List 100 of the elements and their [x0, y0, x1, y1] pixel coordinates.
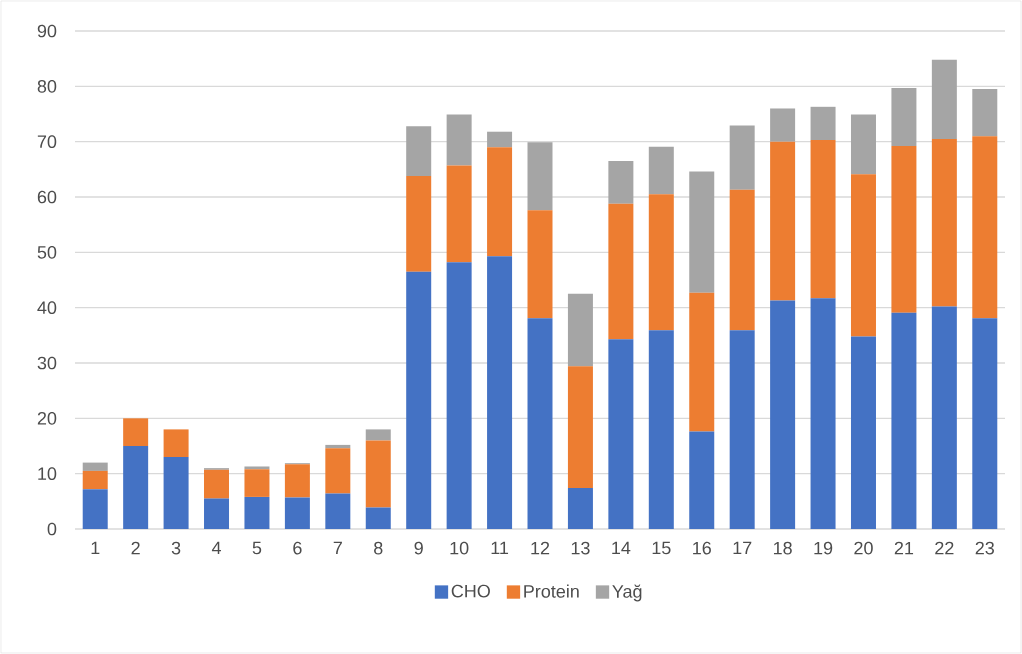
- y-tick-label: 30: [37, 356, 57, 370]
- x-tick-label: 13: [571, 541, 590, 555]
- bar: [689, 292, 715, 432]
- bar: [365, 440, 391, 508]
- y-tick-label: 10: [38, 467, 57, 481]
- bar: [527, 318, 553, 529]
- x-tick-label: 3: [171, 541, 181, 555]
- bar: [567, 488, 593, 529]
- y-tick-label: 50: [37, 245, 57, 259]
- bar: [648, 330, 674, 529]
- bar: [446, 262, 472, 529]
- x-tick-label: 9: [414, 541, 423, 555]
- bar: [244, 469, 270, 497]
- bar: [325, 493, 351, 529]
- bar: [931, 138, 957, 307]
- bar: [648, 194, 674, 331]
- x-tick-label: 18: [773, 541, 792, 555]
- x-tick-label: 19: [814, 541, 833, 555]
- bar: [931, 306, 957, 529]
- y-tick-label: 70: [37, 135, 57, 149]
- bar: [810, 106, 836, 141]
- bar: [850, 114, 876, 175]
- bar: [931, 59, 957, 139]
- bar: [729, 125, 755, 190]
- bar: [608, 203, 634, 340]
- bar: [406, 271, 432, 529]
- bar: [325, 448, 351, 494]
- x-tick-label: 15: [652, 541, 671, 555]
- bar: [244, 496, 270, 529]
- bar: [648, 146, 674, 195]
- bar: [284, 464, 310, 498]
- x-tick-label: 22: [935, 541, 954, 555]
- x-tick-label: 23: [975, 541, 995, 555]
- bar: [406, 175, 432, 272]
- bar: [770, 300, 796, 529]
- y-tick-label: 40: [37, 301, 57, 315]
- x-tick-label: 21: [894, 541, 914, 555]
- bar: [487, 131, 513, 148]
- y-tick-label: 0: [47, 522, 57, 536]
- bar: [325, 444, 351, 449]
- bar: [972, 318, 998, 529]
- bar: [82, 470, 108, 490]
- bar: [163, 457, 189, 529]
- bar: [365, 507, 391, 529]
- bar: [689, 171, 715, 293]
- x-tick-label: 8: [374, 541, 383, 555]
- x-tick-label: 12: [531, 541, 550, 555]
- bar: [770, 141, 796, 301]
- bar: [204, 498, 230, 529]
- x-tick-label: 14: [612, 541, 631, 555]
- bar: [527, 210, 553, 319]
- bar: [689, 431, 715, 529]
- x-tick-label: 10: [450, 541, 469, 555]
- bar: [891, 146, 917, 313]
- bar: [850, 174, 876, 337]
- y-tick-label: 90: [37, 24, 57, 38]
- x-tick-label: 4: [211, 541, 222, 555]
- x-tick-label: 1: [91, 541, 100, 555]
- bar: [850, 336, 876, 529]
- bar: [123, 446, 149, 529]
- bar: [365, 429, 391, 441]
- bar: [972, 89, 998, 137]
- bar: [163, 429, 189, 458]
- y-tick-label: 60: [37, 190, 57, 204]
- x-tick-label: 20: [854, 541, 873, 555]
- bar: [487, 256, 513, 529]
- bar: [972, 136, 998, 319]
- y-tick-label: 80: [37, 79, 57, 93]
- bar: [487, 147, 513, 257]
- bar: [729, 189, 755, 331]
- bar: [810, 140, 836, 299]
- x-tick-label: 5: [252, 541, 262, 555]
- bar: [567, 293, 593, 367]
- bar: [891, 87, 917, 147]
- bar: [608, 339, 634, 529]
- legend-label: Protein: [524, 584, 579, 598]
- bar: [82, 462, 108, 471]
- y-tick-label: 20: [37, 411, 57, 425]
- x-tick-label: 7: [333, 541, 342, 555]
- bar: [204, 469, 230, 499]
- bar: [608, 161, 634, 204]
- bar: [284, 497, 310, 529]
- bar: [810, 298, 836, 529]
- bar: [729, 330, 755, 529]
- x-tick-label: 11: [491, 541, 509, 555]
- x-tick-label: 2: [131, 541, 140, 555]
- legend-label: Yağ: [612, 584, 642, 602]
- bar: [446, 114, 472, 166]
- x-tick-label: 6: [293, 541, 302, 555]
- bar: [244, 466, 270, 470]
- x-tick-label: 16: [693, 541, 711, 555]
- x-tick-label: 17: [733, 541, 752, 555]
- legend-label: CHO: [451, 584, 490, 598]
- bar: [406, 126, 432, 176]
- bar: [891, 312, 917, 529]
- bar: [446, 165, 472, 263]
- bar: [82, 489, 108, 529]
- bar: [123, 418, 149, 446]
- bar: [527, 142, 553, 211]
- bar: [770, 108, 796, 142]
